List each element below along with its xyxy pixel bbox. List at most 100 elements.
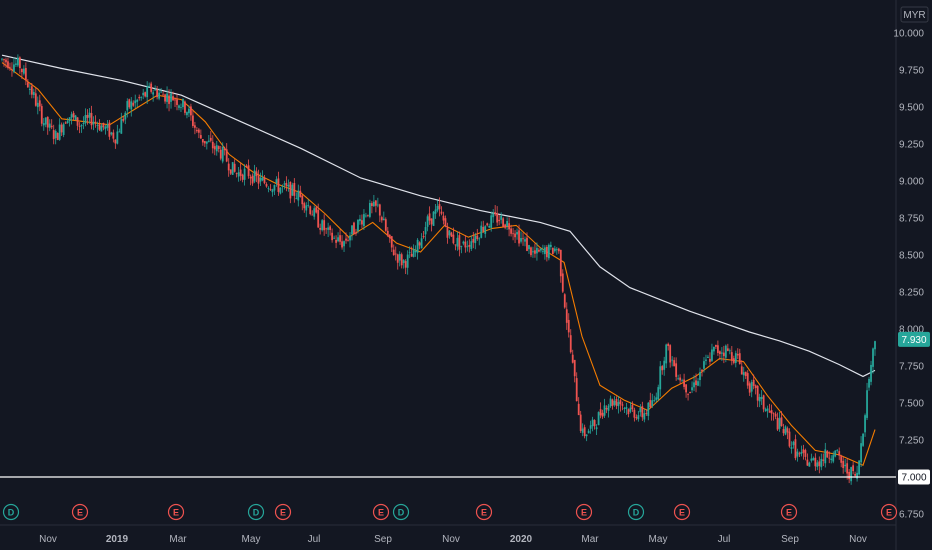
candle bbox=[532, 246, 534, 258]
candle bbox=[844, 458, 847, 472]
currency-label: MYR bbox=[903, 10, 925, 21]
dividend-marker[interactable]: D bbox=[627, 503, 645, 521]
candle bbox=[530, 246, 532, 258]
candle bbox=[178, 104, 180, 111]
candle bbox=[516, 228, 518, 240]
candle bbox=[327, 222, 330, 238]
candle bbox=[118, 128, 121, 133]
candle bbox=[699, 367, 701, 387]
candle bbox=[621, 401, 624, 411]
candle bbox=[335, 235, 337, 249]
candle bbox=[528, 244, 530, 254]
candle bbox=[225, 143, 228, 163]
candle bbox=[770, 404, 773, 421]
candle bbox=[772, 412, 775, 421]
candle bbox=[223, 146, 226, 156]
candle bbox=[794, 434, 797, 461]
candle bbox=[233, 159, 236, 173]
plot-background[interactable] bbox=[0, 0, 895, 497]
candle bbox=[251, 173, 254, 186]
candle bbox=[321, 219, 324, 232]
x-tick-label: Nov bbox=[849, 534, 867, 545]
price-axis[interactable]: MYR 10.000 9.750 9.500 9.250 9.000 8.750 8.500… bbox=[893, 6, 929, 521]
time-axis[interactable]: Nov 2019 Mar May Jul Sep Nov 2020 Mar May Jul Sep No… bbox=[39, 534, 867, 545]
candle bbox=[293, 178, 296, 203]
y-tick-label: 7.750 bbox=[899, 362, 924, 373]
candle bbox=[237, 167, 240, 182]
candle bbox=[5, 57, 7, 69]
earnings-marker[interactable]: E bbox=[372, 503, 390, 521]
candle bbox=[659, 361, 662, 397]
candle bbox=[792, 440, 795, 449]
dividend-marker[interactable]: D bbox=[2, 503, 20, 521]
candle bbox=[577, 397, 580, 416]
dividend-marker[interactable]: D bbox=[247, 503, 265, 521]
candle bbox=[257, 169, 260, 190]
candle bbox=[601, 409, 604, 419]
candle bbox=[273, 184, 276, 195]
candle bbox=[13, 57, 15, 74]
candle bbox=[730, 346, 733, 366]
y-tick-label: 7.250 bbox=[899, 436, 924, 447]
candle bbox=[540, 247, 542, 253]
candle bbox=[736, 348, 739, 360]
earnings-marker[interactable]: E bbox=[575, 503, 593, 521]
candle bbox=[858, 459, 860, 476]
candle bbox=[309, 205, 312, 216]
candle bbox=[329, 225, 332, 236]
earnings-marker[interactable]: E bbox=[780, 503, 798, 521]
candle bbox=[724, 344, 727, 363]
candle bbox=[384, 217, 387, 232]
candle bbox=[199, 129, 202, 139]
candle bbox=[229, 169, 232, 175]
dividend-marker[interactable]: D bbox=[392, 503, 410, 521]
candle bbox=[605, 405, 608, 414]
candle bbox=[243, 164, 246, 186]
candle bbox=[195, 126, 198, 133]
earnings-marker[interactable]: E bbox=[274, 503, 292, 521]
earnings-marker[interactable]: E bbox=[71, 503, 89, 521]
candle bbox=[136, 98, 139, 108]
y-tick-label: 10.000 bbox=[893, 29, 924, 40]
candle bbox=[18, 56, 21, 74]
candle bbox=[679, 374, 682, 385]
candle bbox=[297, 184, 300, 207]
candle bbox=[832, 451, 835, 464]
candle bbox=[289, 181, 292, 204]
earnings-marker[interactable]: E bbox=[880, 503, 898, 521]
candle bbox=[217, 145, 220, 153]
candle bbox=[669, 344, 672, 368]
y-tick-label: 9.750 bbox=[899, 66, 924, 77]
y-tick-label: 8.000 bbox=[899, 325, 924, 336]
candle bbox=[319, 223, 322, 235]
earnings-marker[interactable]: E bbox=[475, 503, 493, 521]
candle bbox=[116, 124, 119, 145]
candle bbox=[277, 171, 280, 196]
candle bbox=[164, 93, 166, 104]
candle bbox=[62, 122, 65, 138]
candle bbox=[203, 140, 206, 148]
candle bbox=[687, 393, 689, 401]
x-tick-label: Mar bbox=[581, 534, 599, 545]
candle bbox=[581, 423, 584, 437]
svg-text:D: D bbox=[633, 508, 640, 518]
candle bbox=[78, 122, 81, 134]
candle bbox=[752, 374, 755, 390]
candle bbox=[341, 235, 343, 250]
candle bbox=[609, 395, 612, 408]
candle bbox=[80, 124, 83, 133]
candle bbox=[26, 79, 29, 88]
plot-area[interactable] bbox=[0, 0, 897, 550]
earnings-marker[interactable]: E bbox=[167, 503, 185, 521]
candle bbox=[193, 121, 196, 135]
x-tick-label: 2019 bbox=[106, 534, 129, 545]
earnings-marker[interactable]: E bbox=[673, 503, 691, 521]
candle bbox=[72, 110, 75, 121]
candle bbox=[56, 132, 59, 141]
candle bbox=[386, 227, 389, 238]
candle bbox=[860, 436, 862, 467]
candle bbox=[36, 96, 39, 115]
candle bbox=[476, 228, 479, 241]
